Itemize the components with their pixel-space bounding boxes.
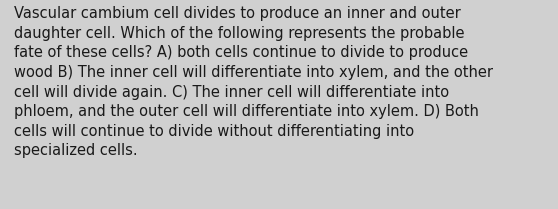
Text: Vascular cambium cell divides to produce an inner and outer
daughter cell. Which: Vascular cambium cell divides to produce… (14, 6, 493, 158)
